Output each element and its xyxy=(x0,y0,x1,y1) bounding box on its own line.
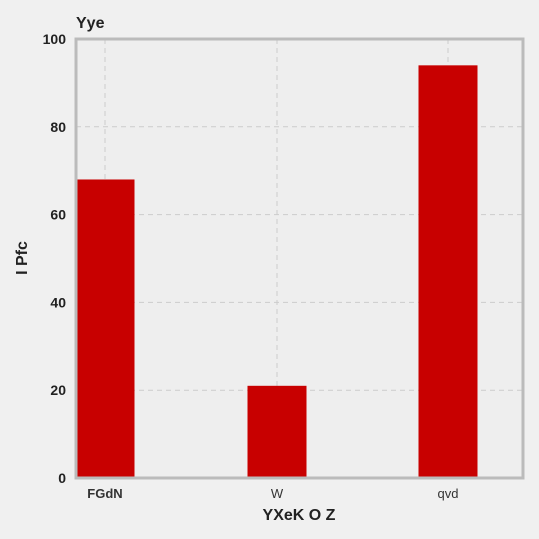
y-tick-label: 60 xyxy=(50,207,66,223)
x-tick-label: FGdN xyxy=(87,486,122,501)
plot-frame xyxy=(74,37,525,480)
y-tick-label: 20 xyxy=(50,382,66,398)
bars xyxy=(75,65,478,479)
bar-qvd xyxy=(418,65,478,478)
x-tick-label: qvd xyxy=(438,486,459,501)
bar-FGdN xyxy=(75,179,135,479)
bar-W xyxy=(247,385,307,478)
chart-title: Yye xyxy=(76,15,105,32)
y-tick-label: 40 xyxy=(50,294,66,310)
x-tick-label: W xyxy=(271,486,284,501)
y-axis-label: I Pfc xyxy=(14,241,31,275)
x-axis-label: YXeK O Z xyxy=(263,507,336,524)
y-tick-label: 80 xyxy=(50,119,66,135)
y-tick-label: 0 xyxy=(58,470,66,486)
y-axis-ticks: 0 20 40 60 80 100 xyxy=(43,31,67,486)
y-tick-label: 100 xyxy=(43,31,67,47)
